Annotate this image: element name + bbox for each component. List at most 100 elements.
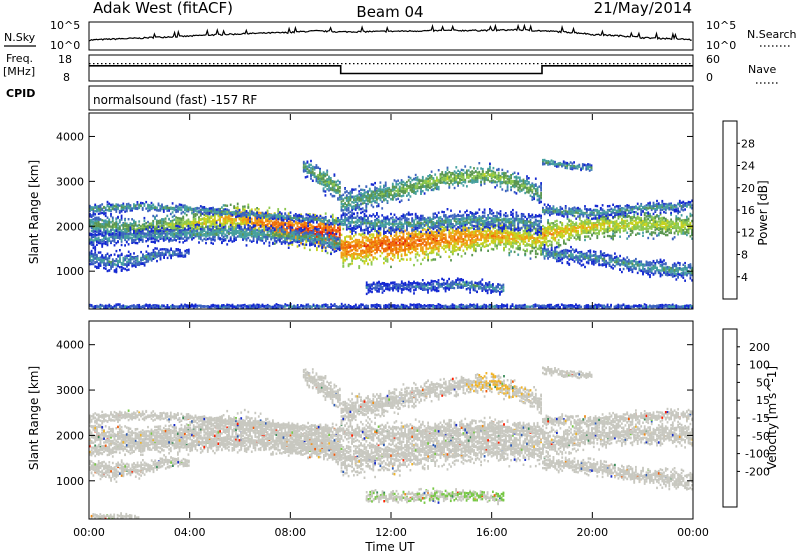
- scatter-cell-5: [342, 242, 344, 244]
- scatter-cell-3: [135, 259, 137, 261]
- scatter-cell-5: [378, 247, 380, 249]
- scatter-cell-0: [254, 221, 256, 223]
- scatter-cell-5: [424, 228, 426, 230]
- scatter-cell-2: [144, 233, 146, 235]
- freq-series-0: [89, 66, 693, 74]
- scatter-cell-1: [147, 210, 149, 212]
- scatter-cell-3: [100, 259, 102, 261]
- scatter-cell-3: [140, 263, 142, 265]
- scatter-cell-5: [381, 240, 383, 242]
- scatter-cell-5: [383, 262, 385, 264]
- scatter-cell-2: [279, 227, 281, 229]
- scatter-cell-3: [124, 258, 126, 260]
- scatter-cell-2: [107, 238, 109, 240]
- scatter-cell-2: [158, 240, 160, 242]
- scatter-cell-2: [258, 233, 260, 235]
- scatter-cell-0: [228, 226, 230, 228]
- scatter-cell-1: [221, 211, 223, 213]
- scatter-cell-4: [312, 168, 314, 170]
- scatter-cell-2: [152, 241, 154, 243]
- scatter-cell-2: [96, 238, 98, 240]
- scatter-cell-5: [413, 233, 415, 235]
- scatter-cell-4: [305, 165, 307, 167]
- scatter-cell-2: [121, 232, 123, 234]
- scatter-cell-0: [203, 220, 205, 222]
- scatter-cell-1: [269, 214, 271, 216]
- scatter-cell-2: [314, 227, 316, 229]
- scatter-cell-1: [166, 206, 168, 208]
- scatter-cell-1: [124, 210, 126, 212]
- scatter-cell-0: [203, 222, 205, 224]
- scatter-cell-2: [147, 234, 149, 236]
- scatter-cell-2: [122, 232, 124, 234]
- scatter-cell-2: [156, 236, 158, 238]
- scatter-cell-5: [371, 251, 373, 253]
- scatter-cell-3: [151, 252, 153, 254]
- scatter-cell-3: [128, 269, 130, 271]
- scatter-cell-3: [98, 251, 100, 253]
- scatter-cell-1: [203, 206, 205, 208]
- scatter-cell-0: [200, 214, 202, 216]
- scatter-cell-0: [337, 230, 339, 232]
- scatter-cell-2: [334, 243, 336, 245]
- scatter-cell-5: [365, 260, 367, 262]
- scatter-cell-2: [325, 241, 327, 243]
- scatter-cell-3: [181, 255, 183, 257]
- scatter-cell-2: [165, 237, 167, 239]
- scatter-cell-1: [258, 214, 260, 216]
- scatter-cell-2: [309, 241, 311, 243]
- scatter-cell-5: [397, 244, 399, 246]
- scatter-cell-2: [274, 237, 276, 239]
- scatter-cell-1: [262, 214, 264, 216]
- scatter-cell-1: [318, 217, 320, 219]
- scatter-cell-2: [297, 238, 299, 240]
- scatter-cell-0: [244, 220, 246, 222]
- scatter-cell-2: [189, 232, 191, 234]
- scatter-cell-2: [126, 235, 128, 237]
- scatter-cell-2: [124, 233, 126, 235]
- scatter-cell-0: [98, 221, 100, 223]
- scatter-cell-2: [179, 241, 181, 243]
- scatter-cell-0: [124, 225, 126, 227]
- scatter-cell-2: [276, 232, 278, 234]
- scatter-cell-0: [96, 227, 98, 229]
- scatter-cell-2: [235, 230, 237, 232]
- scatter-cell-2: [101, 239, 103, 241]
- scatter-cell-0: [318, 242, 320, 244]
- scatter-cell-2: [94, 233, 96, 235]
- scatter-cell-5: [413, 264, 415, 266]
- scatter-cell-2: [174, 229, 176, 231]
- scatter-cell-0: [214, 223, 216, 225]
- scatter-cell-2: [232, 234, 234, 236]
- scatter-cell-0: [228, 215, 230, 217]
- scatter-cell-1: [316, 218, 318, 220]
- scatter-cell-2: [175, 225, 177, 227]
- scatter-cell-0: [158, 220, 160, 222]
- scatter-cell-5: [371, 244, 373, 246]
- scatter-cell-2: [93, 244, 95, 246]
- scatter-cell-2: [163, 232, 165, 234]
- scatter-cell-2: [256, 233, 258, 235]
- scatter-cell-1: [195, 208, 197, 210]
- scatter-cell-5: [350, 246, 352, 248]
- scatter-cell-2: [121, 244, 123, 246]
- scatter-cell-5: [380, 234, 382, 236]
- scatter-cell-3: [156, 247, 158, 249]
- scatter-cell-2: [249, 220, 251, 222]
- scatter-cell-1: [300, 215, 302, 217]
- scatter-cell-3: [100, 256, 102, 258]
- scatter-cell-2: [290, 231, 292, 233]
- scatter-cell-1: [288, 215, 290, 217]
- scatter-cell-2: [334, 240, 336, 242]
- scatter-cell-5: [351, 262, 353, 264]
- scatter-cell-0: [235, 207, 237, 209]
- frequency-line: [89, 64, 693, 74]
- scatter-cell-0: [232, 224, 234, 226]
- scatter-cell-2: [320, 240, 322, 242]
- scatter-cell-0: [174, 223, 176, 225]
- scatter-cell-5: [417, 248, 419, 250]
- scatter-cell-1: [203, 209, 205, 211]
- scatter-cell-4: [332, 195, 334, 197]
- scatter-cell-2: [163, 239, 165, 241]
- scatter-cell-0: [110, 226, 112, 228]
